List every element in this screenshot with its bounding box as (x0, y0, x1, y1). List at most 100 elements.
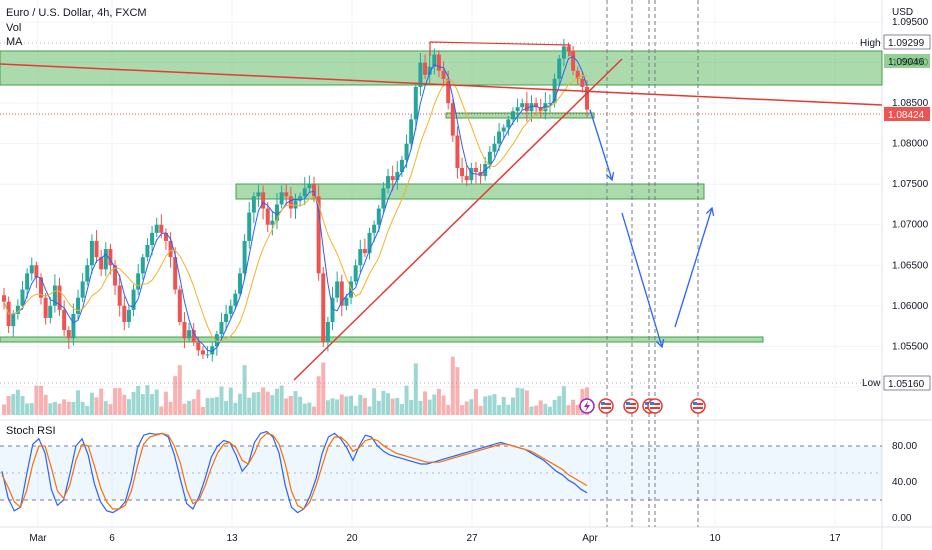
stoch-rsi-lines (1, 430, 588, 514)
candle-body (293, 200, 298, 209)
candle-body (547, 103, 552, 105)
event-lines (606, 0, 699, 527)
candle-body (441, 70, 446, 79)
candle-body (316, 196, 321, 274)
volume-bar (432, 394, 437, 415)
candle-body (298, 196, 303, 201)
price-tick-label: 1.07000 (892, 220, 929, 231)
price-tick-label: 1.09500 (892, 17, 929, 28)
projection-path[interactable] (589, 109, 715, 349)
candle-body (543, 103, 548, 112)
candle-body (34, 265, 39, 278)
candle-body (399, 159, 404, 173)
volume-bar (117, 388, 122, 415)
volume-bar (441, 395, 446, 415)
candle-body (450, 103, 455, 136)
us-flag-icon[interactable] (598, 398, 614, 414)
candle-body (177, 289, 182, 322)
volume-bar (205, 398, 210, 415)
candle-body (418, 62, 423, 87)
volume-bar (29, 403, 34, 415)
candle-body (237, 273, 242, 294)
candle-body (270, 220, 275, 225)
vol-indicator-label[interactable]: Vol (6, 22, 22, 34)
volume-bar (261, 387, 266, 415)
resistance-zone-top[interactable] (0, 50, 883, 86)
candle-body (367, 232, 372, 254)
volume-bar (159, 406, 164, 415)
candle-body (57, 285, 62, 310)
double-top-bracket[interactable] (429, 41, 571, 56)
volume-bar (131, 391, 136, 415)
candle-body (552, 78, 557, 104)
volume-bar (140, 394, 145, 415)
volume-bar (529, 406, 534, 415)
currency-label: USD (892, 7, 913, 18)
us-flag-icon[interactable] (690, 398, 706, 414)
candle-body (145, 245, 150, 258)
candle-body (191, 330, 196, 343)
candle-body (210, 346, 215, 355)
time-tick-label: 6 (109, 533, 115, 544)
ascending-trendline[interactable] (293, 58, 623, 381)
descending-trendline[interactable] (0, 63, 883, 106)
volume-bar (71, 401, 76, 415)
rsi-axis[interactable]: 80.00 40.00 0.00 (892, 441, 917, 524)
price-tick-label: 1.08000 (892, 139, 929, 150)
support-zone-mid[interactable] (235, 183, 705, 200)
projection-segment (674, 207, 713, 328)
volume-bar (534, 405, 539, 415)
volume-bar (99, 388, 104, 415)
volume-bar (173, 376, 178, 415)
candle-body (538, 107, 543, 112)
price-tick-label: 1.08500 (892, 98, 929, 109)
candle-body (321, 273, 326, 343)
price-axis[interactable]: 1.095001.090001.085001.080001.075001.070… (892, 17, 929, 393)
volume-bar (395, 397, 400, 415)
volume-bar (335, 399, 340, 415)
candle-body (140, 257, 145, 274)
candle-body (163, 232, 168, 241)
volume-bar (464, 401, 469, 415)
volume-bar (455, 367, 460, 415)
volume-bar (274, 388, 279, 415)
volume-bar (386, 393, 391, 415)
volume-bar (344, 396, 349, 415)
volume-bar (284, 398, 289, 415)
event-icons[interactable] (579, 398, 706, 414)
us-flag-icon[interactable] (647, 398, 663, 414)
candle-body (469, 168, 474, 181)
time-tick-label: Mar (29, 533, 47, 544)
time-tick-label: Apr (582, 533, 598, 544)
price-tick-label: 1.06000 (892, 301, 929, 312)
candle-body (395, 172, 400, 181)
volume-bar (298, 396, 303, 415)
volume-bar (418, 400, 423, 415)
volume-bar (39, 385, 44, 415)
volume-bar (6, 395, 11, 415)
candle-body (409, 119, 414, 144)
volume-bar (265, 391, 270, 415)
stoch-rsi-label[interactable]: Stoch RSI (6, 425, 56, 437)
candle-body (52, 285, 57, 306)
candle-body (501, 127, 506, 132)
rsi-band (0, 446, 882, 500)
volume-bar (187, 400, 192, 415)
candle-body (585, 86, 589, 110)
volume-bar (547, 406, 552, 415)
lightning-icon[interactable] (579, 398, 595, 414)
volume-bar (399, 404, 404, 415)
candle-body (108, 249, 113, 266)
us-flag-icon[interactable] (623, 398, 639, 414)
candle-body (136, 273, 141, 290)
support-zone-low[interactable] (0, 336, 764, 343)
chart-title[interactable]: Euro / U.S. Dollar, 4h, FXCM (6, 7, 147, 19)
candle-body (515, 107, 520, 112)
volume-bar (76, 390, 81, 415)
time-axis[interactable]: Mar 6 13 20 27 Apr 10 17 (29, 533, 841, 544)
volume-bar (362, 398, 367, 415)
candle-body (339, 281, 344, 306)
candle-body (182, 322, 187, 339)
ma-indicator-label[interactable]: MA (6, 36, 23, 48)
